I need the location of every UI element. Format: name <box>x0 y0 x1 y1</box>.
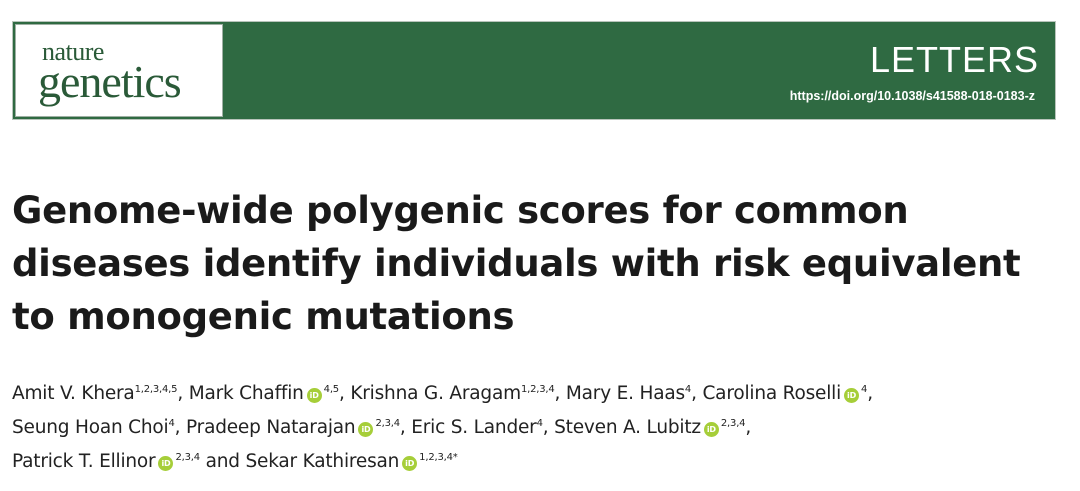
logo-nature-text: nature <box>42 37 104 66</box>
orcid-icon[interactable]: iD <box>703 422 719 437</box>
author-name: Mary E. Haas <box>565 383 685 404</box>
author-name: Steven A. Lubitz <box>554 417 701 438</box>
author-separator: , <box>542 417 555 438</box>
author[interactable]: Eric S. Lander4 <box>411 417 543 438</box>
article-title: Genome-wide polygenic scores for common … <box>12 184 1072 343</box>
author-separator: , <box>745 417 752 438</box>
author-name: Seung Hoan Choi <box>12 417 169 438</box>
journal-banner: nature genetics LETTERS https://doi.org/… <box>12 21 1056 120</box>
author-separator: , <box>174 417 187 438</box>
author-separator: , <box>338 383 351 404</box>
author-name: Eric S. Lander <box>411 417 537 438</box>
author-name: Mark Chaffin <box>188 383 304 404</box>
doi-link[interactable]: https://doi.org/10.1038/s41588-018-0183-… <box>789 89 1035 103</box>
author-separator: , <box>691 383 703 404</box>
author-name: Krishna G. Aragam <box>350 383 521 404</box>
orcid-icon[interactable]: iD <box>358 422 374 437</box>
orcid-icon[interactable]: iD <box>306 388 322 403</box>
affiliation-numbers: 4,5 <box>323 384 340 395</box>
affiliation-numbers: 4 <box>168 418 175 429</box>
author[interactable]: Patrick T. Ellinor iD2,3,4 <box>12 451 200 472</box>
affiliation-numbers: 1,2,3,4* <box>419 452 458 463</box>
affiliation-numbers: 1,2,3,4,5 <box>134 384 178 395</box>
affiliation-numbers: 2,3,4 <box>175 452 200 463</box>
orcid-icon[interactable]: iD <box>402 456 418 471</box>
author[interactable]: Mark Chaffin iD4,5 <box>189 383 339 404</box>
section-label: LETTERS <box>869 39 1039 80</box>
logo-genetics-text: genetics <box>38 56 182 107</box>
author[interactable]: Seung Hoan Choi4 <box>12 417 175 438</box>
author[interactable]: Sekar Kathiresan iD1,2,3,4* <box>245 451 457 472</box>
orcid-icon[interactable]: iD <box>844 388 860 403</box>
author-separator: , <box>867 383 873 404</box>
title-line: diseases identify individuals with risk … <box>12 242 1021 285</box>
author[interactable]: Carolina Roselli iD4 <box>702 383 867 404</box>
affiliation-numbers: 2,3,4 <box>375 418 400 429</box>
author-separator: and <box>199 451 246 472</box>
author[interactable]: Pradeep Natarajan iD2,3,4 <box>186 417 400 438</box>
affiliation-numbers: 1,2,3,4 <box>520 384 555 395</box>
author-name: Carolina Roselli <box>702 383 842 404</box>
author-separator: , <box>177 383 189 404</box>
journal-logo[interactable]: nature genetics <box>15 24 223 117</box>
author-separator: , <box>399 417 412 438</box>
author-name: Amit V. Khera <box>12 383 135 404</box>
author-name: Pradeep Natarajan <box>186 417 356 438</box>
affiliation-numbers: 4 <box>861 384 868 395</box>
affiliation-numbers: 2,3,4 <box>720 418 746 429</box>
author[interactable]: Steven A. Lubitz iD2,3,4 <box>554 417 745 438</box>
orcid-icon[interactable]: iD <box>158 456 174 471</box>
author-name: Sekar Kathiresan <box>245 451 400 472</box>
title-line: Genome-wide polygenic scores for common <box>12 189 909 232</box>
author[interactable]: Amit V. Khera1,2,3,4,5 <box>12 383 178 404</box>
author[interactable]: Krishna G. Aragam1,2,3,4 <box>350 383 554 404</box>
author-separator: , <box>554 383 566 404</box>
affiliation-numbers: 4 <box>536 418 543 429</box>
author[interactable]: Mary E. Haas4 <box>566 383 691 404</box>
author-list: Amit V. Khera1,2,3,4,5, Mark Chaffin iD4,… <box>12 377 1072 479</box>
affiliation-numbers: 4 <box>684 384 692 395</box>
title-line: to monogenic mutations <box>12 295 515 338</box>
author-name: Patrick T. Ellinor <box>12 451 156 472</box>
